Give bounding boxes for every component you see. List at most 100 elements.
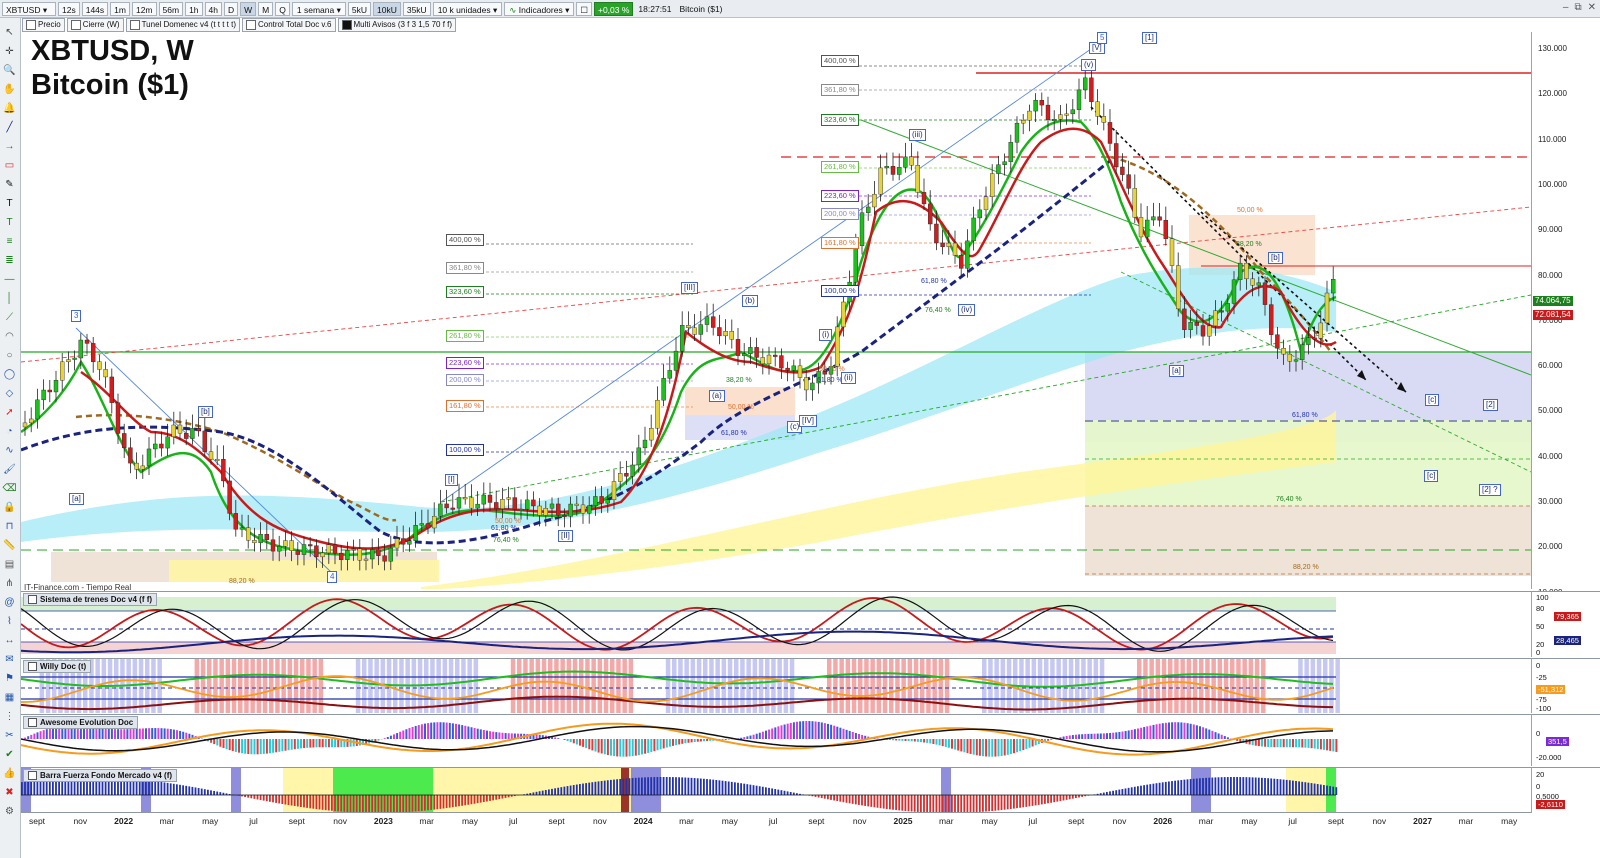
zoom-icon[interactable]: 🔍 bbox=[3, 65, 16, 76]
fib-label-right[interactable]: 100,00 % bbox=[821, 285, 859, 297]
fib-label-left[interactable]: 161,80 % bbox=[446, 400, 484, 412]
wave-label[interactable]: [II] bbox=[558, 530, 573, 542]
trend-icon[interactable]: ⟋ bbox=[6, 312, 13, 323]
ellipse-icon[interactable]: ◯ bbox=[3, 369, 16, 380]
arrow-icon[interactable]: ➚ bbox=[5, 407, 14, 418]
checkbox-icon[interactable]: ☐ bbox=[576, 1, 592, 16]
fib-label-right[interactable]: 223,60 % bbox=[821, 190, 859, 202]
timeframe-button-D[interactable]: D bbox=[224, 1, 239, 16]
unit-button-5kU[interactable]: 5kU bbox=[347, 1, 371, 16]
chip-checkbox-icon[interactable] bbox=[70, 20, 81, 30]
wave-label[interactable]: 5 bbox=[1097, 32, 1108, 44]
chip-checkbox-icon[interactable] bbox=[129, 20, 140, 30]
cursor-icon[interactable]: ↖ bbox=[5, 27, 14, 38]
wave-label[interactable]: (ii) bbox=[841, 372, 856, 384]
wave-label[interactable]: [c] bbox=[1425, 394, 1440, 406]
fib-label-right[interactable]: 200,00 % bbox=[821, 208, 859, 220]
chip-checkbox-icon[interactable] bbox=[341, 20, 352, 30]
wave-label[interactable]: [c] bbox=[1424, 470, 1439, 482]
fib-label-left[interactable]: 200,00 % bbox=[446, 374, 484, 386]
magnet-icon[interactable]: ⊓ bbox=[5, 521, 14, 532]
symbol-selector[interactable]: XBTUSD ▾ bbox=[2, 1, 56, 16]
indicator-chip[interactable]: Multi Avisos (3 f 3 1,5 70 f f) bbox=[337, 18, 457, 32]
wave-label[interactable]: [IV] bbox=[799, 415, 818, 427]
timeframe-button-4h[interactable]: 4h bbox=[204, 1, 222, 16]
wave-label[interactable]: (iv) bbox=[958, 304, 976, 316]
pane-willy[interactable]: Willy Doc (t) bbox=[20, 658, 1531, 713]
timeframe-button-W[interactable]: W bbox=[240, 1, 257, 16]
wave-label[interactable]: [a] bbox=[69, 493, 84, 505]
hand-icon[interactable]: ✋ bbox=[3, 84, 16, 95]
lock-icon[interactable]: 🔒 bbox=[3, 502, 16, 513]
elliott-icon[interactable]: ⌇ bbox=[7, 616, 12, 627]
flag-icon[interactable]: ⚑ bbox=[5, 673, 14, 684]
delete-icon[interactable]: ✖ bbox=[5, 787, 14, 798]
crosshair-icon[interactable]: ✛ bbox=[5, 46, 14, 57]
wave-label[interactable]: 4 bbox=[327, 571, 338, 583]
wave-label[interactable]: (a) bbox=[709, 390, 725, 402]
units-dropdown[interactable]: 10 k unidades ▾ bbox=[432, 1, 503, 16]
wave-label[interactable]: [III] bbox=[681, 282, 699, 294]
pane-willy-label[interactable]: Willy Doc (t) bbox=[23, 660, 92, 673]
wave-label[interactable]: (iii) bbox=[909, 129, 926, 141]
pane-trenes-label[interactable]: Sistema de trenes Doc v4 (f f) bbox=[23, 593, 158, 606]
eraser-icon[interactable]: ⌫ bbox=[2, 483, 17, 494]
pane-awesome-label[interactable]: Awesome Evolution Doc bbox=[23, 716, 139, 729]
wave-label[interactable]: [b] bbox=[198, 406, 213, 418]
ray-icon[interactable]: → bbox=[4, 141, 15, 152]
fib-label-left[interactable]: 400,00 % bbox=[446, 234, 484, 246]
fib-icon[interactable]: ≣ bbox=[5, 255, 14, 266]
wave-label[interactable]: (v) bbox=[1081, 59, 1097, 71]
fib-label-left[interactable]: 100,00 % bbox=[446, 444, 484, 456]
timeframe-button-1h[interactable]: 1h bbox=[185, 1, 203, 16]
close-icon[interactable]: ✕ bbox=[1587, 2, 1596, 13]
fib-label-left[interactable]: 323,60 % bbox=[446, 286, 484, 298]
time-axis[interactable]: sept nov 2022 mar may jul sept nov 2023 mar may jul… bbox=[21, 812, 1531, 829]
fib-label-right[interactable]: 400,00 % bbox=[821, 55, 859, 67]
restore-icon[interactable]: ⧉ bbox=[1574, 2, 1582, 13]
wave-label[interactable]: [I] bbox=[445, 474, 458, 486]
line-icon[interactable]: ╱ bbox=[6, 122, 13, 133]
chip-checkbox-icon[interactable] bbox=[26, 20, 36, 30]
pen-icon[interactable]: ✎ bbox=[5, 179, 14, 190]
rect-icon[interactable]: ▭ bbox=[4, 160, 15, 171]
spiral-icon[interactable]: @ bbox=[4, 597, 15, 608]
pane-awesome[interactable]: Awesome Evolution Doc bbox=[20, 714, 1531, 766]
channel-icon[interactable]: ≡ bbox=[6, 236, 13, 247]
timeframe-button-56m[interactable]: 56m bbox=[158, 1, 184, 16]
fib-label-right[interactable]: 261,80 % bbox=[821, 161, 859, 173]
fib-label-right[interactable]: 161,80 % bbox=[821, 237, 859, 249]
layers-icon[interactable]: ▦ bbox=[4, 692, 15, 703]
wave-label[interactable]: (b) bbox=[742, 295, 758, 307]
wave-label[interactable]: 3 bbox=[71, 310, 82, 322]
indicators-button[interactable]: ∿ Indicadores ▾ bbox=[504, 1, 575, 16]
vline-icon[interactable]: │ bbox=[6, 293, 13, 304]
fib-label-left[interactable]: 223,60 % bbox=[446, 357, 484, 369]
timeframe-button-M[interactable]: M bbox=[258, 1, 274, 16]
indicator-chip[interactable]: Cierre (W) bbox=[66, 18, 124, 32]
wave-label[interactable]: [2] bbox=[1483, 399, 1498, 411]
measure-icon[interactable]: ↔ bbox=[4, 635, 15, 646]
text-icon[interactable]: T bbox=[6, 198, 13, 209]
circle-icon[interactable]: ○ bbox=[6, 350, 13, 361]
cycle-icon[interactable]: ◔ bbox=[6, 426, 13, 437]
chip-checkbox-icon[interactable] bbox=[245, 20, 256, 30]
alert-icon[interactable]: 🔔 bbox=[3, 103, 16, 114]
brush-icon[interactable]: 🖌 bbox=[3, 464, 16, 475]
settings-icon[interactable]: ⚙ bbox=[5, 806, 14, 817]
indicator-chip[interactable]: Tunel Domenec v4 (t t t t t) bbox=[125, 18, 240, 32]
poly-icon[interactable]: ◇ bbox=[5, 388, 14, 399]
minimize-icon[interactable]: – bbox=[1562, 2, 1569, 13]
wave-label[interactable]: (c) bbox=[787, 421, 803, 433]
indicator-chip[interactable]: Control Total Doc v.6 bbox=[241, 18, 336, 32]
indicator-chip[interactable]: Precio bbox=[22, 18, 65, 32]
wave-label[interactable]: [2] ? bbox=[1479, 484, 1501, 496]
wave-label[interactable]: [b] bbox=[1268, 252, 1283, 264]
check-icon[interactable]: ✔ bbox=[5, 749, 14, 760]
pane-fuerza-label[interactable]: Barra Fuerza Fondo Mercado v4 (f) bbox=[23, 769, 178, 782]
timeframe-button-1m[interactable]: 1m bbox=[110, 1, 130, 16]
like-icon[interactable]: 👍 bbox=[3, 768, 16, 779]
timeframe-button-12s[interactable]: 12s bbox=[58, 1, 80, 16]
pane-trenes[interactable]: Sistema de trenes Doc v4 (f f) bbox=[20, 591, 1531, 657]
hline-icon[interactable]: — bbox=[4, 274, 15, 285]
